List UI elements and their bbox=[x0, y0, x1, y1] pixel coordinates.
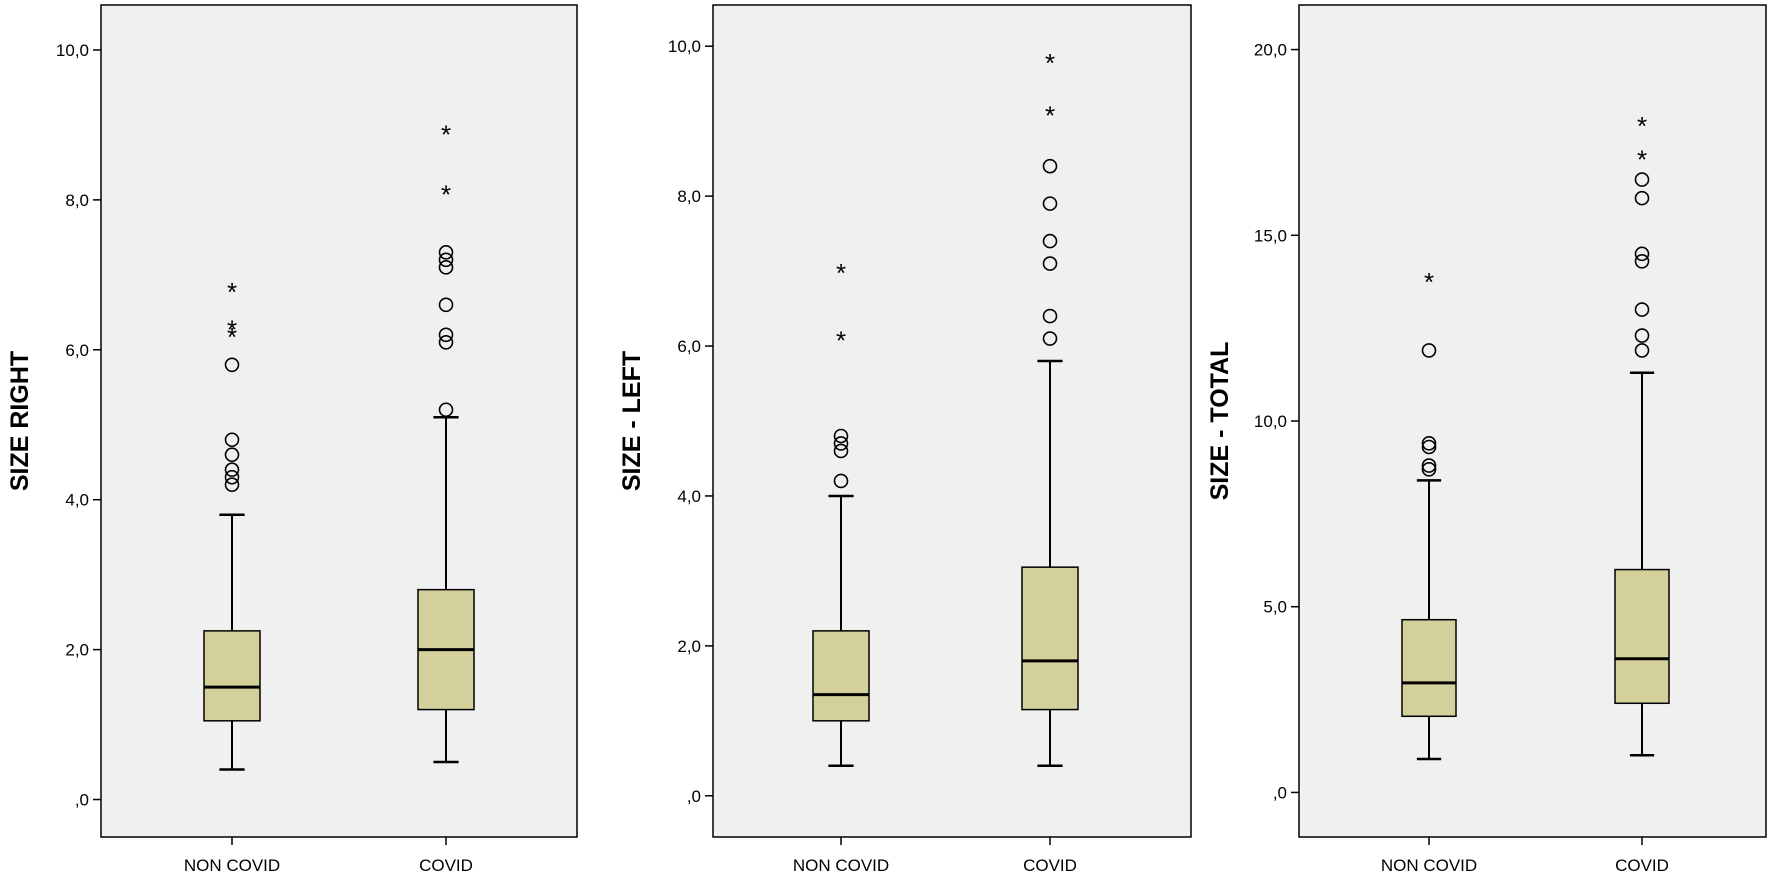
y-tick-label: 8,0 bbox=[677, 187, 701, 206]
chart-panel-3: ,0 5,0 10,0 15,0 20,0 SIZE - TOTAL NON COVID CO… bbox=[1206, 5, 1766, 875]
y-tick-label: 20,0 bbox=[1254, 41, 1287, 60]
x-tick-label: COVID bbox=[1615, 856, 1669, 875]
y-tick-label: 8,0 bbox=[65, 191, 89, 210]
plot-area bbox=[101, 5, 577, 837]
y-tick-label: 4,0 bbox=[677, 487, 701, 506]
plot-area bbox=[1299, 5, 1766, 837]
y-axis-label: SIZE RIGHT bbox=[6, 351, 34, 491]
iqr-box bbox=[1402, 620, 1456, 717]
extreme-point: * bbox=[1637, 144, 1647, 174]
y-axis-label: SIZE - LEFT bbox=[618, 351, 646, 491]
iqr-box bbox=[204, 631, 260, 721]
y-tick-label: 10,0 bbox=[56, 41, 89, 60]
y-axis-label: SIZE - TOTAL bbox=[1206, 342, 1234, 501]
chart-panel-2: ,0 2,0 4,0 6,0 8,0 10,0 SIZE - LEFT NON COVID CO… bbox=[618, 5, 1191, 875]
y-tick-label: 6,0 bbox=[677, 337, 701, 356]
extreme-point: * bbox=[227, 314, 237, 344]
y-tick-label: ,0 bbox=[75, 791, 89, 810]
x-tick-label: COVID bbox=[419, 856, 473, 875]
extreme-point: * bbox=[441, 179, 451, 209]
extreme-point: * bbox=[1637, 111, 1647, 141]
extreme-point: * bbox=[836, 326, 846, 356]
x-tick-label: COVID bbox=[1023, 856, 1077, 875]
y-tick-label: 2,0 bbox=[65, 641, 89, 660]
plot-area bbox=[713, 5, 1191, 837]
extreme-point: * bbox=[441, 119, 451, 149]
iqr-box bbox=[813, 631, 869, 721]
extreme-point: * bbox=[1045, 101, 1055, 131]
iqr-box bbox=[1615, 570, 1669, 704]
y-tick-label: 10,0 bbox=[668, 37, 701, 56]
y-tick-label: 6,0 bbox=[65, 341, 89, 360]
x-tick-label: NON COVID bbox=[793, 856, 889, 875]
y-tick-label: 4,0 bbox=[65, 491, 89, 510]
extreme-point: * bbox=[1045, 48, 1055, 78]
y-tick-label: ,0 bbox=[687, 787, 701, 806]
extreme-point: * bbox=[1424, 267, 1434, 297]
y-tick-label: 5,0 bbox=[1263, 598, 1287, 617]
extreme-point: * bbox=[836, 258, 846, 288]
y-tick-label: ,0 bbox=[1273, 783, 1287, 802]
chart-panel-1: ,0 2,0 4,0 6,0 8,0 10,0 SIZE RIGHT NON COVID COV… bbox=[6, 5, 577, 875]
x-tick-label: NON COVID bbox=[184, 856, 280, 875]
extreme-point: * bbox=[227, 277, 237, 307]
y-tick-label: 10,0 bbox=[1254, 412, 1287, 431]
x-tick-label: NON COVID bbox=[1381, 856, 1477, 875]
y-tick-label: 2,0 bbox=[677, 637, 701, 656]
iqr-box bbox=[1022, 567, 1078, 709]
y-tick-label: 15,0 bbox=[1254, 226, 1287, 245]
